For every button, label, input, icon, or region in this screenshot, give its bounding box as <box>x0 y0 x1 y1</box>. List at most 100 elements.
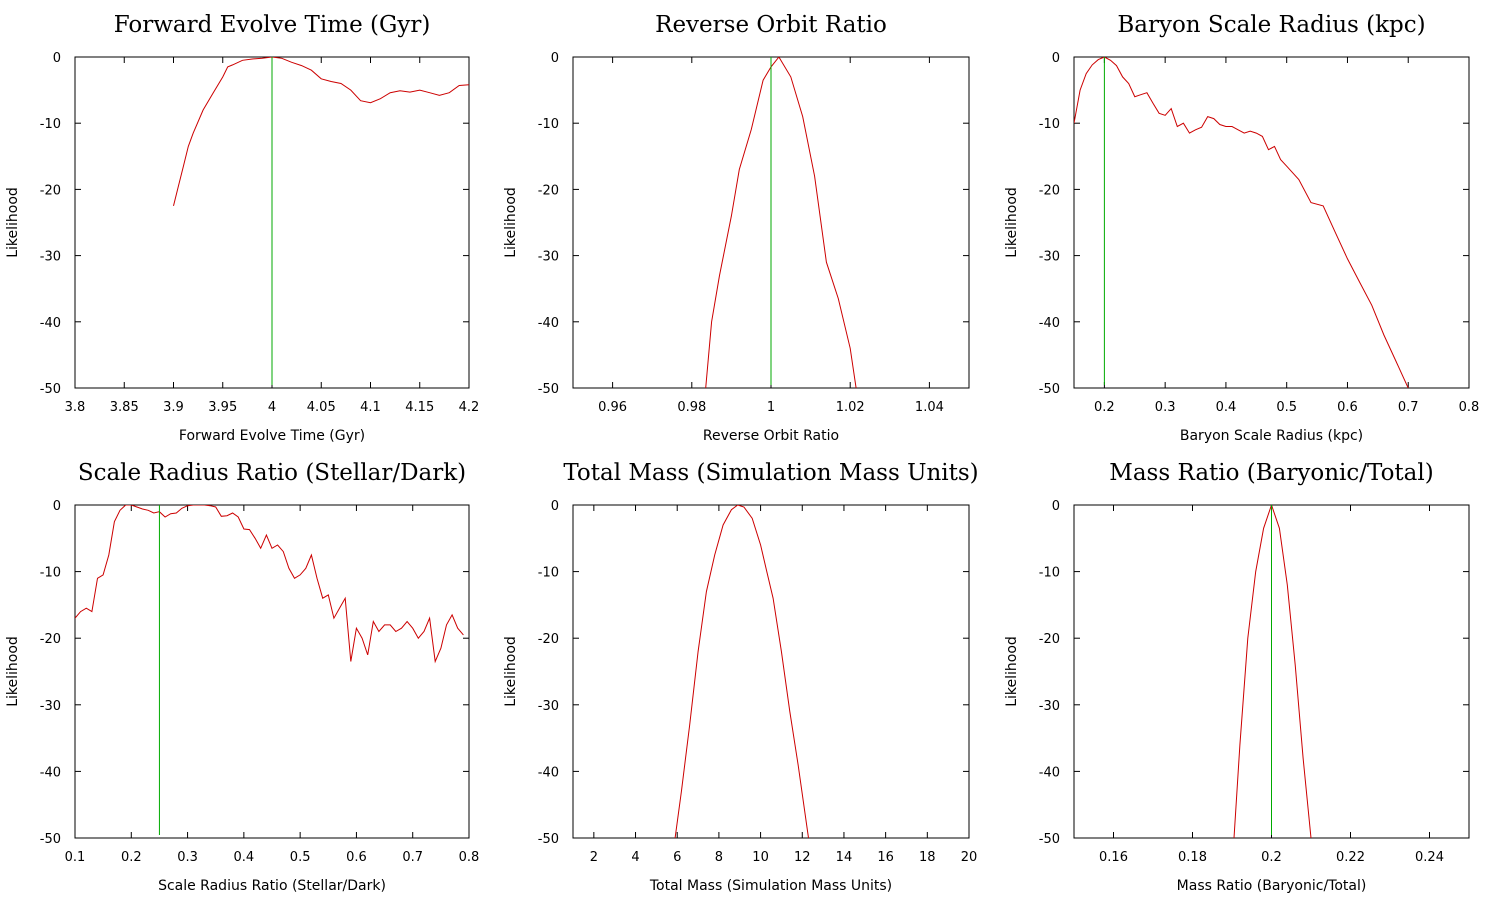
x-axis-label: Total Mass (Simulation Mass Units) <box>649 878 892 894</box>
likelihood-series-line <box>75 505 464 664</box>
x-tick-label: 0.16 <box>1099 850 1128 865</box>
y-tick-label: 0 <box>1052 51 1060 66</box>
x-axis-label: Scale Radius Ratio (Stellar/Dark) <box>158 878 386 894</box>
likelihood-series-line <box>705 57 857 388</box>
x-axis-label: Mass Ratio (Baryonic/Total) <box>1177 878 1367 894</box>
y-tick-label: -20 <box>1039 632 1060 647</box>
y-tick-label: -40 <box>40 316 61 331</box>
y-tick-label: -20 <box>538 183 559 198</box>
x-tick-label: 3.85 <box>110 400 139 415</box>
y-tick-label: -30 <box>538 250 559 265</box>
y-tick-label: 0 <box>551 51 559 66</box>
x-tick-label: 0.7 <box>402 850 423 865</box>
plot-frame <box>1073 56 1470 389</box>
y-tick-label: 0 <box>551 499 559 514</box>
x-tick-label: 0.6 <box>1337 400 1358 415</box>
y-tick-label: -10 <box>538 117 559 132</box>
chart-panel: Reverse Orbit Ratio 0.96 0.98 1 1.02 1.04 0 -10… <box>503 12 970 444</box>
x-tick-label: 0.22 <box>1336 850 1365 865</box>
y-tick-label: -10 <box>1039 566 1060 581</box>
y-tick-label: -20 <box>1039 183 1060 198</box>
y-tick-label: -20 <box>538 632 559 647</box>
y-tick-label: -40 <box>40 765 61 780</box>
plot-frame <box>572 504 970 839</box>
y-axis-label: Likelihood <box>503 187 519 258</box>
x-tick-label: 4 <box>268 400 276 415</box>
chart-title: Baryon Scale Radius (kpc) <box>1117 12 1425 38</box>
x-tick-label: 6 <box>673 850 681 865</box>
y-tick-label: -10 <box>538 566 559 581</box>
y-axis-label: Likelihood <box>5 636 21 707</box>
y-tick-label: -10 <box>1039 117 1060 132</box>
x-tick-label: 16 <box>877 850 894 865</box>
x-tick-label: 18 <box>919 850 936 865</box>
x-tick-label: 1.02 <box>836 400 865 415</box>
y-tick-label: -50 <box>1039 832 1060 847</box>
y-tick-label: 0 <box>1052 499 1060 514</box>
y-axis-label: Likelihood <box>5 187 21 258</box>
y-tick-label: -30 <box>40 699 61 714</box>
x-tick-label: 14 <box>836 850 853 865</box>
y-tick-label: -40 <box>1039 765 1060 780</box>
x-tick-label: 0.7 <box>1398 400 1419 415</box>
x-tick-label: 3.9 <box>163 400 184 415</box>
x-tick-label: 4 <box>631 850 639 865</box>
y-tick-label: -40 <box>1039 316 1060 331</box>
x-axis-label: Baryon Scale Radius (kpc) <box>1180 428 1363 444</box>
x-tick-label: 0.98 <box>677 400 706 415</box>
x-axis-label: Forward Evolve Time (Gyr) <box>179 428 365 444</box>
x-tick-label: 4.15 <box>405 400 434 415</box>
x-tick-label: 0.4 <box>1216 400 1237 415</box>
x-tick-label: 12 <box>794 850 811 865</box>
y-tick-label: -30 <box>538 699 559 714</box>
y-tick-label: -20 <box>40 183 61 198</box>
likelihood-series-line <box>1074 57 1409 388</box>
likelihood-series-line <box>674 505 809 838</box>
x-tick-label: 4.2 <box>459 400 480 415</box>
x-tick-label: 0.4 <box>234 850 255 865</box>
y-tick-label: -20 <box>40 632 61 647</box>
y-tick-label: -50 <box>40 382 61 397</box>
x-tick-label: 3.8 <box>65 400 86 415</box>
x-tick-label: 1.04 <box>915 400 944 415</box>
x-tick-label: 0.3 <box>177 850 198 865</box>
likelihood-series-line <box>173 57 469 207</box>
x-tick-label: 0.8 <box>1459 400 1480 415</box>
plot-frame <box>74 504 470 839</box>
y-axis-label: Likelihood <box>1004 187 1020 258</box>
x-tick-label: 0.5 <box>1276 400 1297 415</box>
y-tick-label: -10 <box>40 117 61 132</box>
x-tick-label: 3.95 <box>208 400 237 415</box>
x-tick-label: 0.2 <box>1094 400 1115 415</box>
chart-panel: Total Mass (Simulation Mass Units) 2 4 6 8 10… <box>503 460 979 894</box>
x-tick-label: 0.1 <box>65 850 86 865</box>
x-tick-label: 8 <box>715 850 723 865</box>
y-tick-label: -30 <box>40 250 61 265</box>
chart-panel: Forward Evolve Time (Gyr) 3.8 3.85 3.9 3.95 4… <box>5 12 479 444</box>
y-tick-label: -40 <box>538 316 559 331</box>
y-tick-label: -10 <box>40 566 61 581</box>
x-tick-label: 0.6 <box>346 850 367 865</box>
x-tick-label: 2 <box>590 850 598 865</box>
chart-title: Scale Radius Ratio (Stellar/Dark) <box>78 460 466 486</box>
y-tick-label: -30 <box>1039 250 1060 265</box>
x-tick-label: 0.3 <box>1155 400 1176 415</box>
y-axis-label: Likelihood <box>1004 636 1020 707</box>
chart-title: Reverse Orbit Ratio <box>655 12 887 38</box>
x-tick-label: 10 <box>752 850 769 865</box>
chart-title: Forward Evolve Time (Gyr) <box>114 12 431 38</box>
x-tick-label: 4.1 <box>360 400 381 415</box>
y-tick-label: -40 <box>538 765 559 780</box>
y-tick-label: 0 <box>53 499 61 514</box>
y-tick-label: -50 <box>538 382 559 397</box>
y-tick-label: 0 <box>53 51 61 66</box>
x-axis-label: Reverse Orbit Ratio <box>703 428 839 444</box>
chart-title: Total Mass (Simulation Mass Units) <box>563 460 978 486</box>
chart-panel: Scale Radius Ratio (Stellar/Dark) 0.1 0.2 0… <box>5 460 479 894</box>
chart-panel: Baryon Scale Radius (kpc) 0.2 0.3 0.4 0.5 0.6… <box>1004 12 1479 444</box>
x-tick-label: 0.5 <box>290 850 311 865</box>
x-tick-label: 0.96 <box>598 400 627 415</box>
y-tick-label: -30 <box>1039 699 1060 714</box>
x-tick-label: 20 <box>961 850 978 865</box>
